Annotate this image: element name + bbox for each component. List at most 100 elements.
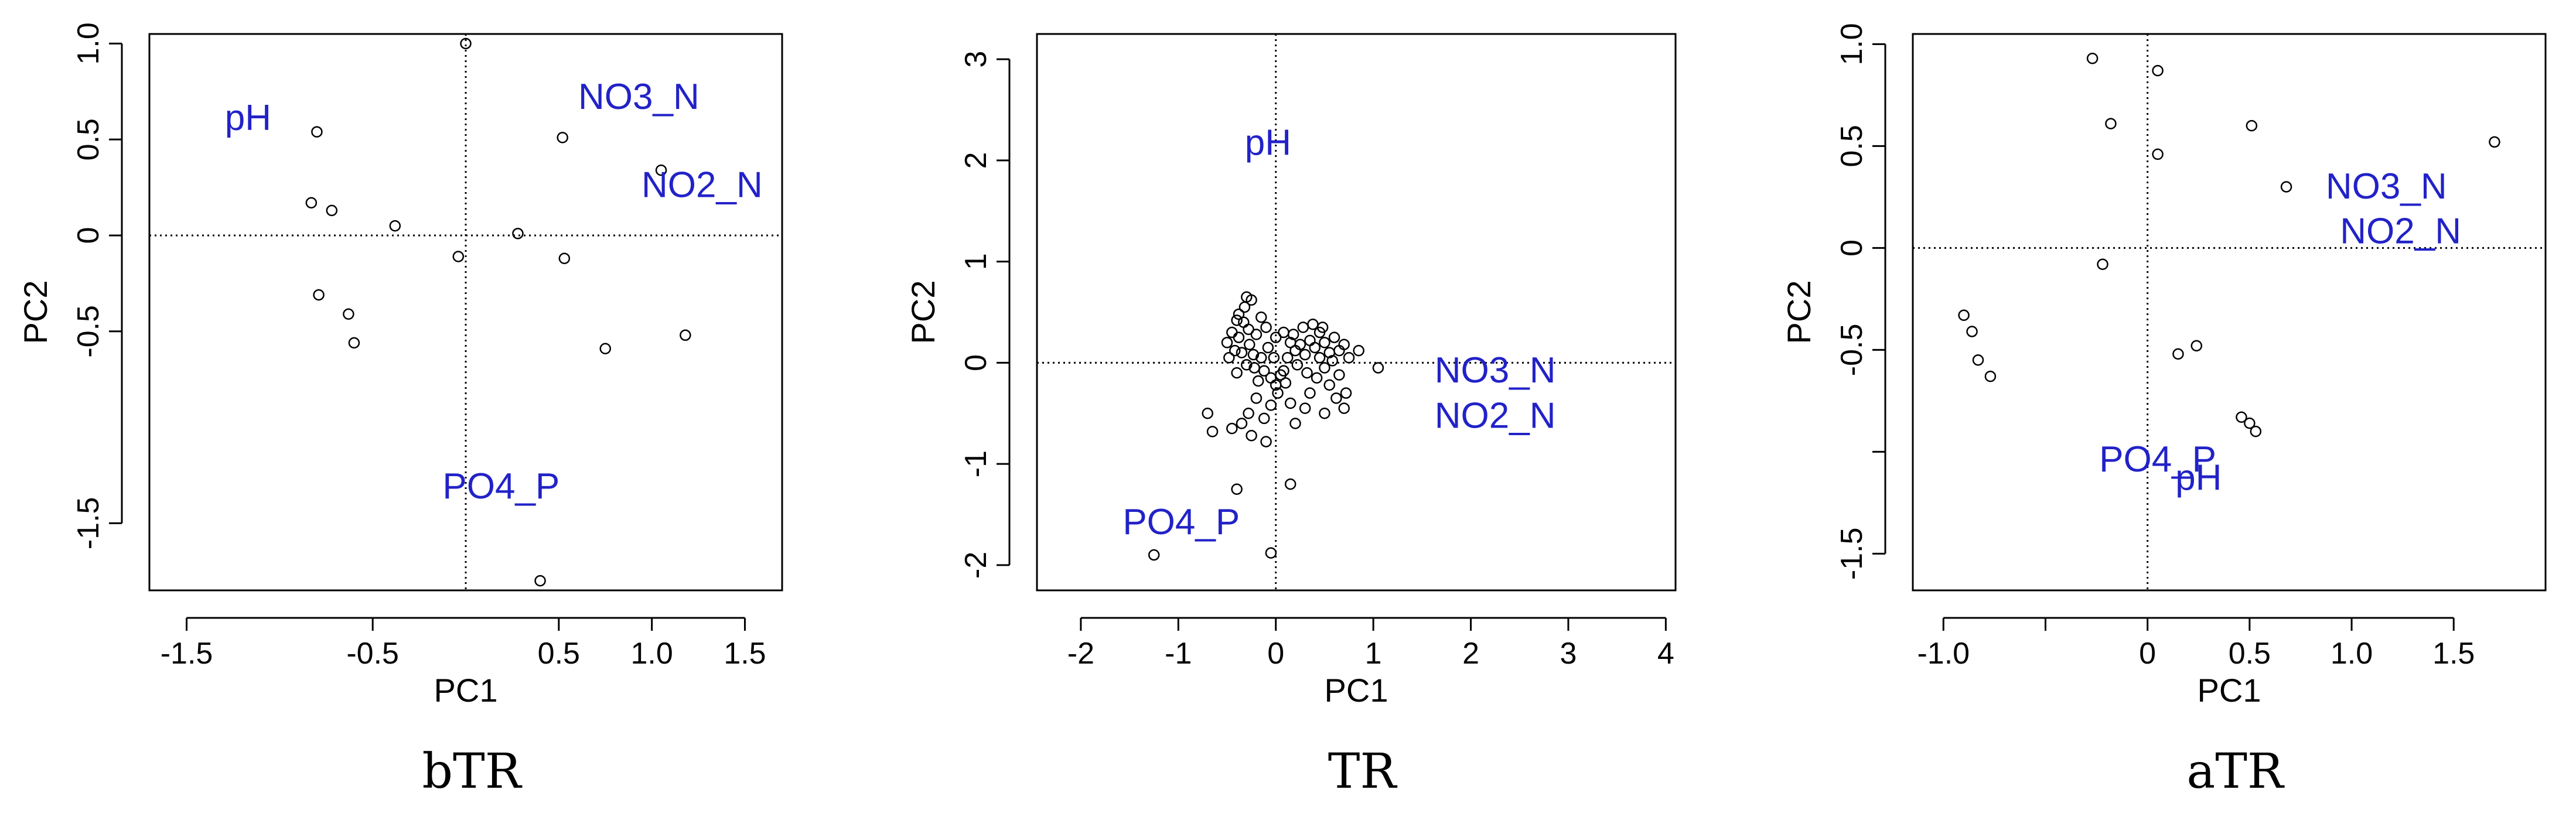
y-tick-label: 0	[1835, 240, 1869, 257]
data-point	[2152, 64, 2164, 77]
y-tick-label: 1	[959, 253, 993, 270]
x-tick-label: 3	[1560, 637, 1577, 671]
data-point	[1304, 334, 1316, 347]
data-point	[1268, 351, 1280, 364]
y-tick-label: 3	[959, 51, 993, 68]
chart-panel-aTR: -1.0 0 0.5 1.0 1.5 1.0 0.5 0 -0.5 -1.5 PC1 PC2 NO3_N…	[1780, 23, 2547, 799]
data-point	[1206, 426, 1219, 437]
data-point	[1278, 326, 1289, 339]
x-tick-label: 1.0	[2331, 637, 2373, 671]
data-point	[1221, 337, 1233, 348]
data-point	[1244, 339, 1255, 351]
chart-panel-TR: -2 -1 0 1 2 3 4 3 2 1 0 -1 -2 PC1 PC2 pH NO3_N NO2_N PO4_P…	[905, 33, 1677, 799]
y-tick-label: 2	[959, 152, 993, 169]
data-point	[1238, 301, 1251, 313]
data-point	[599, 343, 611, 354]
y-tick-label: 0.5	[71, 118, 105, 160]
data-point	[1231, 315, 1243, 326]
x-tick-label: 2	[1462, 637, 1479, 671]
variable-label-po4-p: PO4_P	[442, 466, 559, 507]
data-point	[2086, 53, 2099, 64]
data-point	[1284, 397, 1296, 409]
variable-label-ph: pH	[225, 98, 271, 138]
data-point	[343, 308, 354, 320]
data-point	[1226, 326, 1238, 339]
data-point	[1319, 407, 1330, 419]
y-tick-label: 0.5	[1835, 125, 1869, 167]
y-tick-label: 0	[959, 354, 993, 371]
data-point	[1326, 355, 1338, 367]
data-point	[1323, 379, 1335, 391]
data-point	[2172, 348, 2184, 360]
data-point	[1353, 344, 1364, 357]
data-point	[1311, 372, 1323, 384]
data-point	[1231, 483, 1243, 495]
data-point	[1236, 418, 1248, 429]
data-point	[1280, 377, 1292, 389]
data-point	[1304, 387, 1316, 399]
data-point	[2250, 425, 2262, 437]
data-point	[1309, 341, 1321, 354]
data-point	[1278, 365, 1289, 377]
data-point	[2246, 119, 2258, 132]
data-point	[348, 337, 360, 349]
data-point	[1255, 311, 1267, 323]
data-point	[1301, 367, 1313, 379]
panel-caption: bTR	[422, 744, 523, 799]
x-axis-title: PC1	[434, 672, 498, 709]
x-tick-label: 1.5	[724, 637, 766, 671]
panel-caption: aTR	[2186, 744, 2285, 799]
data-point	[1202, 407, 1213, 419]
data-point	[1246, 429, 1257, 442]
variable-label-ph: pH	[1245, 122, 1291, 163]
data-point	[1148, 549, 1160, 561]
data-point	[1299, 402, 1311, 414]
chart-panel-bTR: -1.5 -0.5 0.5 1.0 1.5 1.0 0.5 0 -0.5 -1.5 PC1 PC2 pH…	[17, 22, 783, 799]
data-point	[1338, 339, 1350, 351]
data-point	[1255, 351, 1267, 364]
x-axis-title: PC1	[2198, 672, 2261, 709]
x-tick-label: 1.5	[2432, 637, 2475, 671]
x-tick-label: 0.5	[2229, 637, 2271, 671]
data-point	[1328, 331, 1340, 343]
x-tick-label: 4	[1657, 637, 1674, 671]
data-point	[1297, 322, 1309, 333]
y-tick-label: -1	[959, 450, 993, 477]
data-point	[1289, 418, 1301, 429]
data-point	[1966, 326, 1978, 337]
data-point	[1247, 348, 1260, 361]
data-point	[1241, 359, 1253, 371]
data-point	[452, 251, 465, 262]
y-tick-label: 1.0	[71, 22, 105, 64]
data-point	[1287, 329, 1299, 340]
data-point	[1338, 402, 1350, 414]
y-tick-label: -2	[959, 552, 993, 579]
x-tick-label: 1.0	[630, 637, 673, 671]
data-point	[1262, 341, 1274, 354]
data-point	[389, 220, 401, 232]
variable-label-po4-p: PO4_P	[2099, 439, 2216, 480]
y-tick-label: -0.5	[1835, 324, 1869, 377]
variable-label-no3-n: NO3_N	[578, 77, 700, 117]
data-point	[558, 252, 571, 265]
x-tick-label: 1	[1365, 637, 1382, 671]
x-tick-label: -1.0	[1917, 637, 1970, 671]
data-point	[1233, 308, 1245, 320]
data-point	[460, 37, 472, 50]
data-point	[1258, 365, 1270, 377]
data-point	[305, 197, 318, 209]
data-point	[313, 289, 325, 301]
data-point	[1343, 351, 1355, 364]
y-tick-label: -0.5	[71, 305, 105, 358]
y-axis-title: PC2	[905, 281, 941, 344]
data-point	[1260, 436, 1272, 447]
data-point	[1294, 339, 1306, 351]
data-point	[1284, 478, 1296, 490]
data-point	[1236, 347, 1248, 358]
variable-label-no2-n: NO2_N	[642, 165, 763, 205]
data-point	[1260, 322, 1272, 333]
y-tick-label: 1.0	[1835, 23, 1869, 65]
x-tick-label: -0.5	[346, 637, 399, 671]
